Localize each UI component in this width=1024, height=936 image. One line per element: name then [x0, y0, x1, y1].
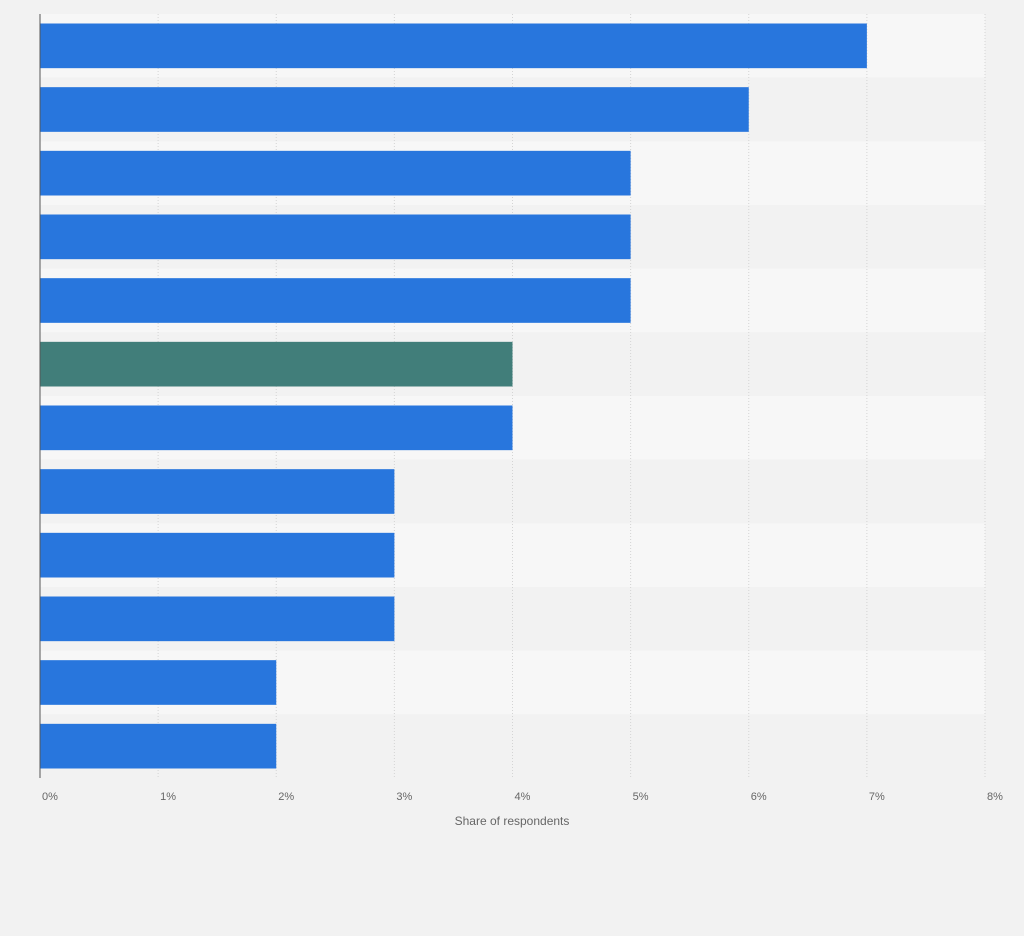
bar [40, 87, 749, 132]
x-tick-label: 5% [633, 791, 649, 803]
bar [40, 23, 867, 69]
bar [40, 596, 395, 642]
x-tick-label: 4% [515, 791, 531, 803]
bar [40, 405, 513, 451]
bar [40, 278, 631, 323]
bar [40, 469, 395, 514]
bar [40, 150, 631, 196]
bar [40, 723, 277, 769]
x-tick-label: 8% [987, 791, 1003, 803]
x-tick-label: 6% [751, 791, 767, 803]
x-tick-label: 2% [278, 791, 294, 803]
bar [40, 214, 631, 260]
bar [40, 532, 395, 578]
x-tick-label: 3% [396, 791, 412, 803]
x-tick-label: 1% [160, 791, 176, 803]
x-axis-label: Share of respondents [455, 814, 570, 828]
bar [40, 341, 513, 387]
x-tick-label: 0% [42, 791, 58, 803]
bar [40, 660, 277, 705]
x-tick-label: 7% [869, 791, 885, 803]
